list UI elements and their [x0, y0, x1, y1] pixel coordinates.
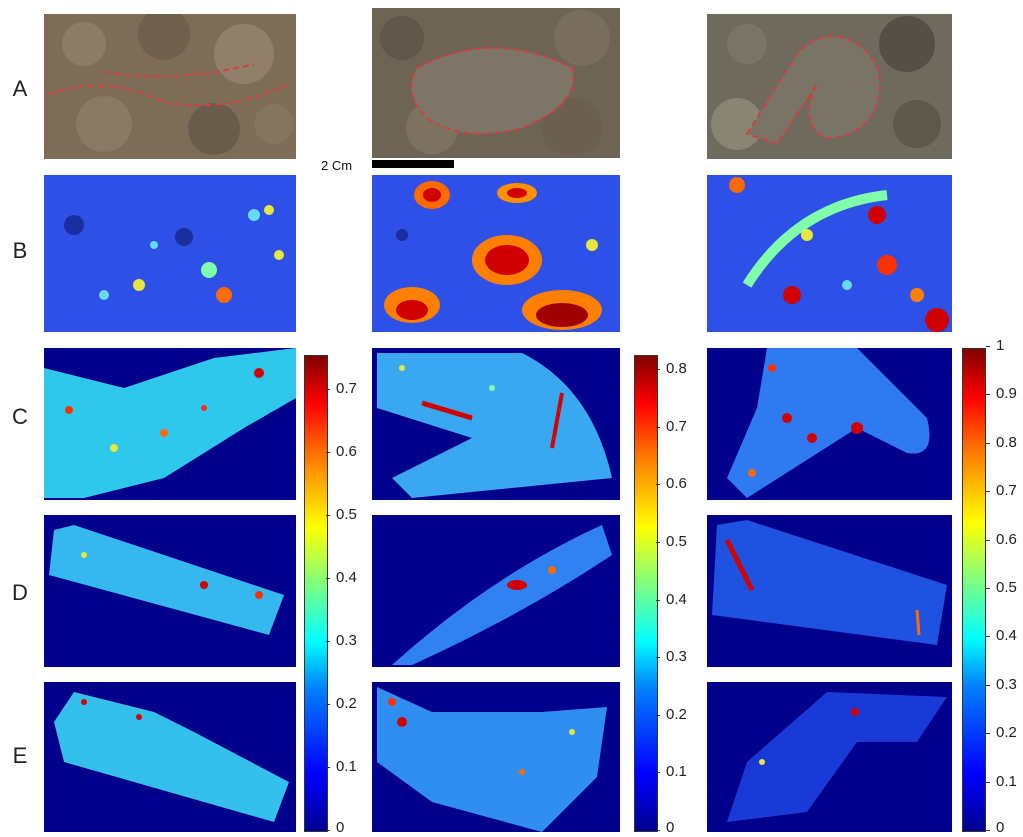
colorbar-1-tickmark [326, 830, 330, 831]
colorbar-1-tick-label: 0.2 [336, 695, 357, 712]
row-label-a: A [12, 76, 28, 101]
colorbar-1-tickmark [326, 578, 330, 579]
colorbar-1-tickmark [326, 641, 330, 642]
heatmap-e2 [372, 682, 620, 832]
colorbar-2-tickmark [656, 657, 660, 659]
colorbar-2-tickmark [656, 714, 660, 716]
colorbar-1-tick-label: 0.1 [336, 758, 357, 775]
colorbar-1 [304, 355, 328, 832]
colorbar-3-tickmark [986, 442, 990, 444]
colorbar-1-tickmark [326, 767, 330, 768]
colorbar-1-tickmark [326, 389, 330, 390]
heatmap-c2 [372, 348, 620, 500]
colorbar-2-tickmark [656, 484, 660, 486]
heatmap-d3 [707, 515, 952, 667]
colorbar-3-tick-label: 0.2 [996, 724, 1017, 742]
soil-photo-3 [707, 14, 952, 159]
colorbar-3-tickmark [986, 539, 990, 541]
row-label-d: D [12, 580, 28, 605]
colorbar-2-tickmark [656, 830, 660, 831]
colorbar-1-tickmark [326, 704, 330, 705]
colorbar-2-tick-label: 0.5 [666, 533, 687, 550]
row-label-e: E [12, 743, 28, 768]
row-label-c: C [12, 404, 28, 429]
colorbar-3-tickmark [986, 588, 990, 589]
colorbar-3-tick-label: 0.9 [996, 385, 1017, 403]
row-label-b: B [12, 238, 28, 263]
colorbar-3-tick-label: 0.8 [996, 433, 1017, 451]
colorbar-3-tick-label: 0.6 [996, 530, 1017, 548]
heatmap-d1 [44, 515, 296, 667]
heatmap-e3 [707, 682, 952, 832]
colorbar-2-tick-label: 0.7 [666, 417, 687, 435]
scale-bar [372, 160, 454, 168]
colorbar-1-tick-label: 0.5 [336, 506, 357, 523]
heatmap-b2 [372, 175, 620, 332]
colorbar-1-tick-label: 0 [336, 819, 345, 836]
colorbar-2-tickmark [656, 426, 660, 428]
colorbar-3-tickmark [986, 636, 990, 638]
soil-photo-1 [44, 14, 296, 159]
colorbar-2-tickmark [656, 599, 660, 601]
colorbar-3-tickmark [986, 830, 990, 831]
colorbar-1-tickmark [326, 452, 330, 453]
colorbar-3-tickmark [986, 733, 990, 735]
colorbar-1-tick-label: 0.3 [336, 632, 357, 649]
heatmap-b1 [44, 175, 296, 332]
heatmap-c3 [707, 348, 952, 500]
colorbar-2-tickmark [656, 369, 660, 371]
colorbar-2-tick-label: 0.8 [666, 360, 687, 378]
colorbar-1-tick-label: 0.4 [336, 569, 357, 586]
scale-bar-label: 2 Cm [321, 158, 353, 173]
colorbar-3-tick-label: 0.4 [996, 627, 1017, 645]
colorbar-3-tickmark [986, 491, 990, 493]
colorbar-3-tick-label: 0.3 [996, 675, 1017, 693]
colorbar-3-tickmark [986, 394, 990, 396]
colorbar-3-tickmark [986, 346, 990, 347]
colorbar-2-tick-label: 0.6 [666, 475, 687, 493]
colorbar-3-tick-label: 1 [996, 337, 1005, 354]
colorbar-2-tick-label: 0.3 [666, 648, 687, 666]
colorbar-2-tick-label: 0 [666, 819, 675, 836]
colorbar-3 [962, 348, 986, 832]
colorbar-2-tickmark [656, 772, 660, 774]
colorbar-3-tick-label: 0.1 [996, 772, 1017, 790]
colorbar-3-tickmark [986, 684, 990, 686]
heatmap-d2 [372, 515, 620, 667]
colorbar-1-tickmark [326, 515, 330, 516]
heatmap-b3 [707, 175, 952, 332]
colorbar-2-tick-label: 0.4 [666, 590, 687, 608]
colorbar-1-tick-label: 0.7 [336, 380, 357, 397]
colorbar-2-tickmark [656, 542, 660, 543]
soil-photo-2 [372, 8, 620, 158]
colorbar-2-tick-label: 0.2 [666, 705, 687, 723]
heatmap-e1 [44, 682, 296, 832]
heatmap-c1 [44, 348, 296, 500]
colorbar-3-tick-label: 0.7 [996, 482, 1017, 500]
colorbar-3-tickmark [986, 781, 990, 783]
colorbar-1-tick-label: 0.6 [336, 443, 357, 460]
colorbar-2-tick-label: 0.1 [666, 763, 687, 781]
colorbar-2 [634, 355, 658, 832]
colorbar-3-tick-label: 0 [996, 819, 1005, 836]
colorbar-3-tick-label: 0.5 [996, 579, 1017, 596]
